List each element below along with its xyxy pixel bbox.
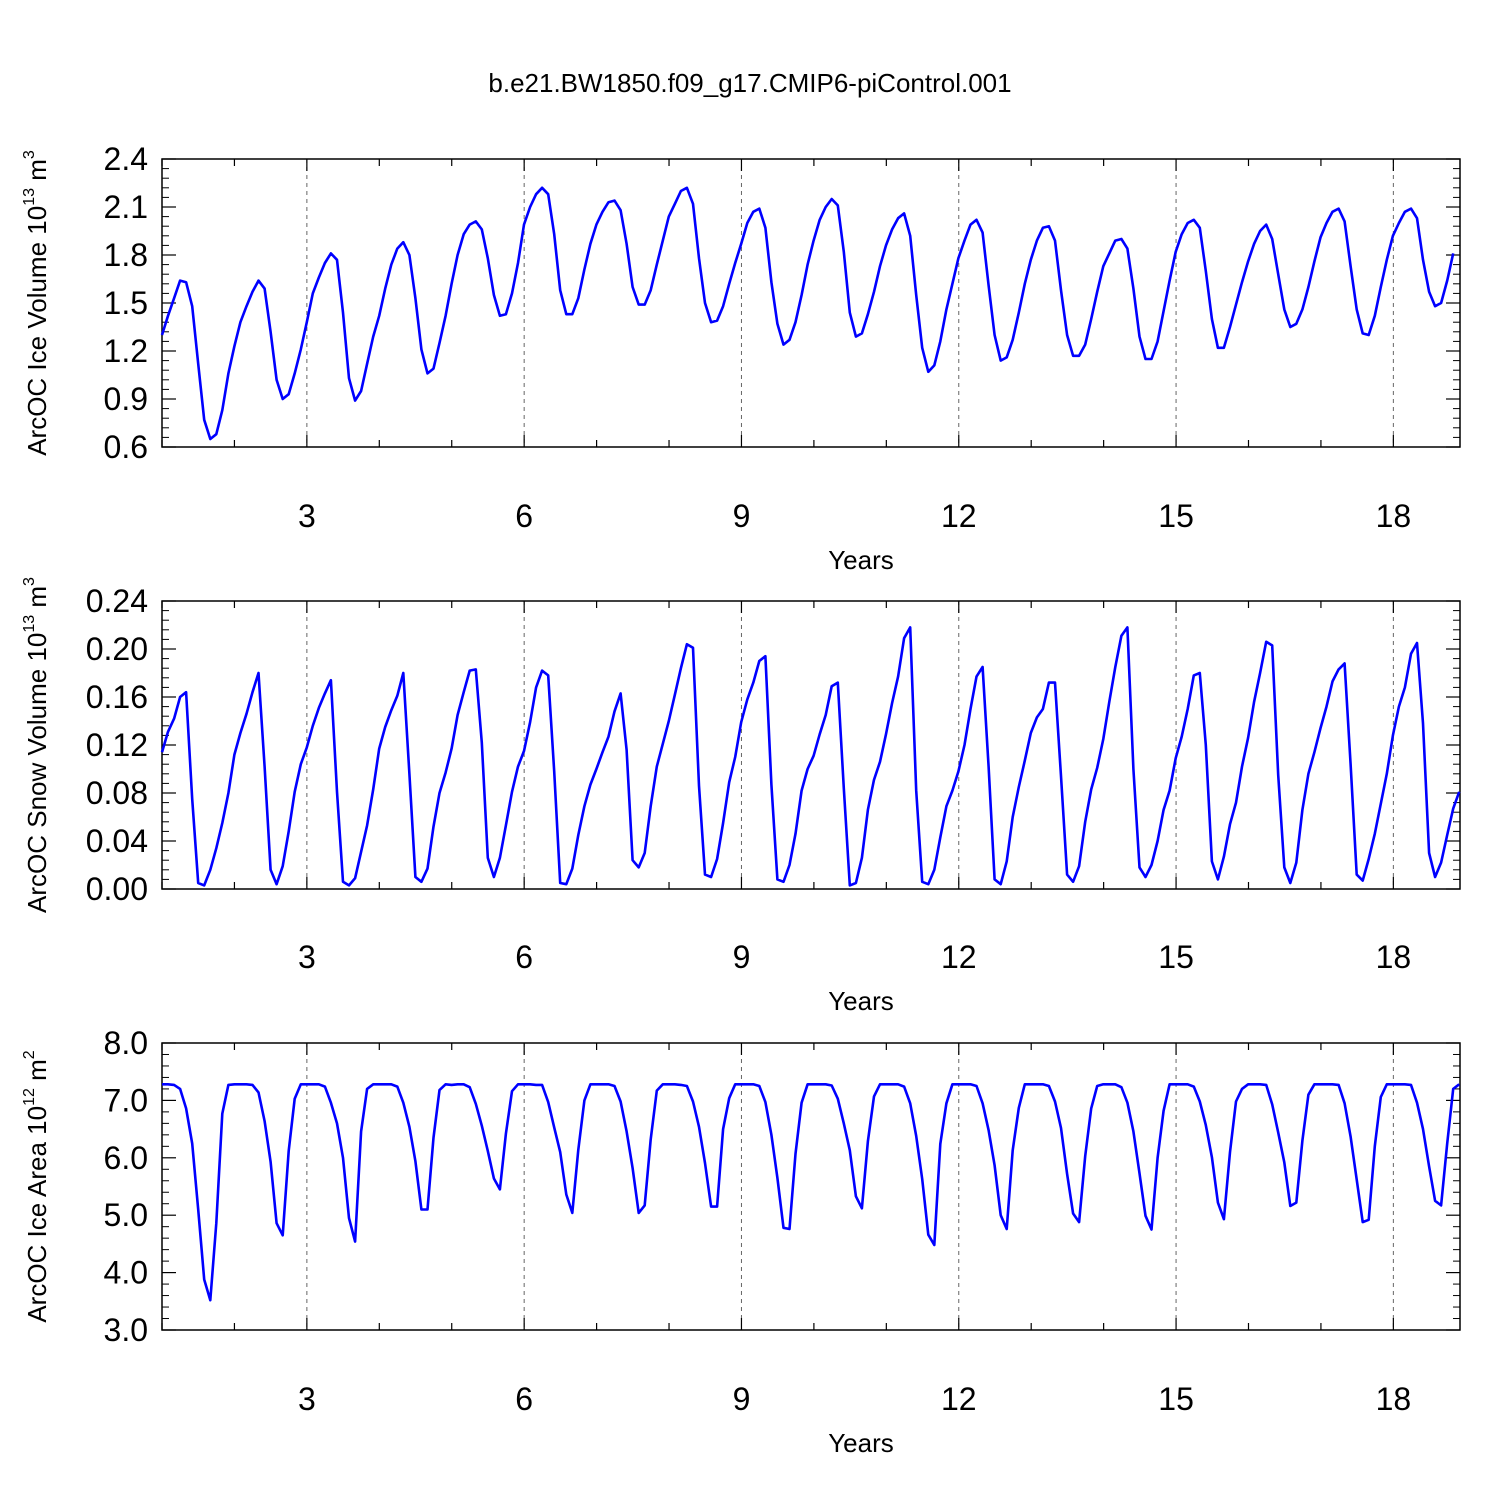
y-tick-label: 0.16: [86, 679, 148, 715]
y-axis-label-pre: ArcOC Ice Volume 10: [22, 206, 52, 456]
y-tick-label: 1.5: [104, 285, 148, 321]
x-axis-label: Years: [828, 986, 894, 1016]
y-axis-label-exp: 13: [21, 188, 38, 206]
x-tick-label: 12: [941, 1381, 977, 1417]
y-tick-label: 0.04: [86, 823, 148, 859]
panel-3: 3 6 9 12 15 18 3.0 4.0 5.0 6.0 7.0 8.0 Years ArcOC Ic…: [21, 1025, 1461, 1458]
y-axis-label-unit_exp: 3: [21, 577, 38, 586]
y-tick-label: 1.8: [104, 237, 148, 273]
y-axis-label-mid: m: [22, 159, 52, 188]
y-axis-label: ArcOC Ice Area 1012 m2: [21, 1050, 52, 1322]
y-tick-label: 0.24: [86, 583, 148, 619]
y-axis-label-mid: m: [22, 586, 52, 615]
y-tick-label: 0.20: [86, 631, 148, 667]
x-tick-label: 9: [733, 939, 751, 975]
y-tick-label: 0.12: [86, 727, 148, 763]
x-tick-label: 18: [1376, 498, 1412, 534]
y-axis-label-pre: ArcOC Snow Volume 10: [22, 633, 52, 913]
y-tick-label: 3.0: [104, 1312, 148, 1348]
x-tick-label: 9: [733, 1381, 751, 1417]
series-line: [162, 1083, 1460, 1302]
y-tick-label: 0.08: [86, 775, 148, 811]
y-tick-label: 0.9: [104, 381, 148, 417]
y-axis-label-mid: m: [22, 1059, 52, 1088]
y-tick-label: 2.4: [104, 141, 148, 177]
plot-frame: [161, 1042, 1461, 1331]
x-tick-label: 15: [1158, 939, 1194, 975]
y-tick-label: 4.0: [104, 1255, 148, 1291]
y-tick-label: 6.0: [104, 1140, 148, 1176]
y-axis-label: ArcOC Ice Volume 1013 m3: [21, 150, 52, 456]
chart-title: b.e21.BW1850.f09_g17.CMIP6-piControl.001: [488, 68, 1011, 98]
y-tick-label: 1.2: [104, 333, 148, 369]
x-tick-label: 3: [298, 1381, 316, 1417]
y-tick-label: 5.0: [104, 1197, 148, 1233]
x-tick-label: 3: [298, 498, 316, 534]
x-tick-label: 6: [515, 498, 533, 534]
x-tick-label: 15: [1158, 498, 1194, 534]
x-tick-label: 6: [515, 1381, 533, 1417]
y-axis-label: ArcOC Snow Volume 1013 m3: [21, 577, 52, 913]
y-axis-label-pre: ArcOC Ice Area 10: [22, 1106, 52, 1323]
series-line: [160, 626, 1461, 887]
y-axis-label-exp: 12: [21, 1088, 38, 1106]
y-tick-label: 8.0: [104, 1025, 148, 1061]
x-tick-label: 18: [1376, 1381, 1412, 1417]
y-tick-label: 0.6: [104, 429, 148, 465]
series-line: [160, 186, 1455, 441]
x-tick-label: 18: [1376, 939, 1412, 975]
x-tick-label: 12: [941, 498, 977, 534]
x-axis-label: Years: [828, 1428, 894, 1458]
x-tick-label: 12: [941, 939, 977, 975]
y-tick-label: 0.00: [86, 871, 148, 907]
x-axis-label: Years: [828, 545, 894, 575]
y-tick-label: 7.0: [104, 1082, 148, 1118]
y-tick-label: 2.1: [104, 189, 148, 225]
x-tick-label: 9: [733, 498, 751, 534]
y-axis-label-exp: 13: [21, 615, 38, 633]
x-tick-label: 3: [298, 939, 316, 975]
panel-2: 3 6 9 12 15 18 0.00 0.04 0.08 0.12 0.16 0.20 0.24 Yea…: [21, 577, 1461, 1016]
x-tick-label: 15: [1158, 1381, 1194, 1417]
y-axis-label-unit_exp: 3: [21, 150, 38, 159]
y-axis-label-unit_exp: 2: [21, 1050, 38, 1059]
panel-1: 3 6 9 12 15 18 0.6 0.9 1.2 1.5 1.8 2.1 2.4 Years ArcOC…: [21, 141, 1461, 575]
x-tick-label: 6: [515, 939, 533, 975]
